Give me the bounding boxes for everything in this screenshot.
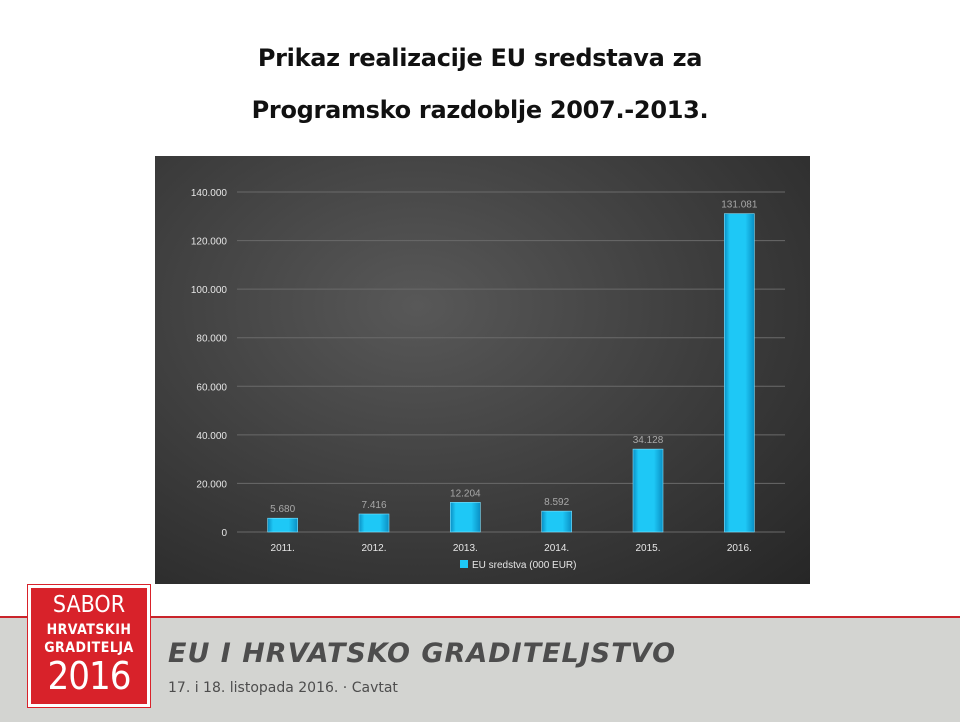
- data-label: 8.592: [544, 497, 569, 508]
- x-tick-label: 2011.: [271, 543, 295, 554]
- chart-area: 0 20.000 40.000 60.000 80.000 100.000 120.000 1…: [155, 156, 810, 584]
- bar: [724, 213, 755, 533]
- y-tick-label: 140.000: [191, 188, 228, 199]
- y-tick-label: 80.000: [196, 334, 227, 345]
- y-tick-label: 0: [221, 528, 227, 539]
- data-label: 12.204: [450, 488, 481, 499]
- y-tick-label: 40.000: [196, 431, 227, 442]
- logo-text-sabor: SABOR: [52, 592, 126, 618]
- data-label: 34.128: [633, 435, 664, 446]
- x-tick-label: 2016.: [727, 543, 752, 554]
- bar: [358, 513, 390, 533]
- event-title: EU I HRVATSKO GRADITELJSTVO: [168, 638, 677, 669]
- x-tick-label: 2012.: [361, 543, 386, 554]
- slide-title-line1: Prikaz realizacije EU sredstava za: [257, 44, 703, 72]
- bar: [632, 448, 664, 533]
- legend-swatch: [460, 560, 468, 568]
- logo-text-year: 2016: [47, 654, 132, 698]
- x-tick-label: 2014.: [544, 543, 569, 554]
- bar: [541, 510, 572, 533]
- event-date: 17. i 18. listopada 2016. · Cavtat: [168, 680, 398, 696]
- logo-text-graditelja: GRADITELJA: [44, 640, 134, 656]
- logo-text-hrvatskih: HRVATSKIH: [46, 622, 132, 638]
- footer-band: [0, 616, 960, 722]
- bar: [450, 502, 481, 533]
- bar-chart: 0 20.000 40.000 60.000 80.000 100.000 120.000 1…: [191, 188, 785, 571]
- y-tick-label: 60.000: [196, 382, 227, 393]
- bar: [267, 517, 298, 533]
- data-label: 131.081: [721, 200, 758, 211]
- legend-label: EU sredstva (000 EUR): [472, 560, 576, 571]
- x-tick-label: 2015.: [635, 543, 660, 554]
- slide-title-line2: Programsko razdoblje 2007.-2013.: [251, 96, 709, 124]
- data-label: 7.416: [361, 500, 386, 511]
- y-tick-label: 100.000: [191, 285, 228, 296]
- x-tick-label: 2013.: [453, 543, 478, 554]
- data-label: 5.680: [270, 504, 295, 515]
- y-tick-label: 120.000: [191, 237, 228, 248]
- event-logo: SABOR HRVATSKIH GRADITELJA 2016: [27, 584, 151, 708]
- y-tick-label: 20.000: [196, 479, 227, 490]
